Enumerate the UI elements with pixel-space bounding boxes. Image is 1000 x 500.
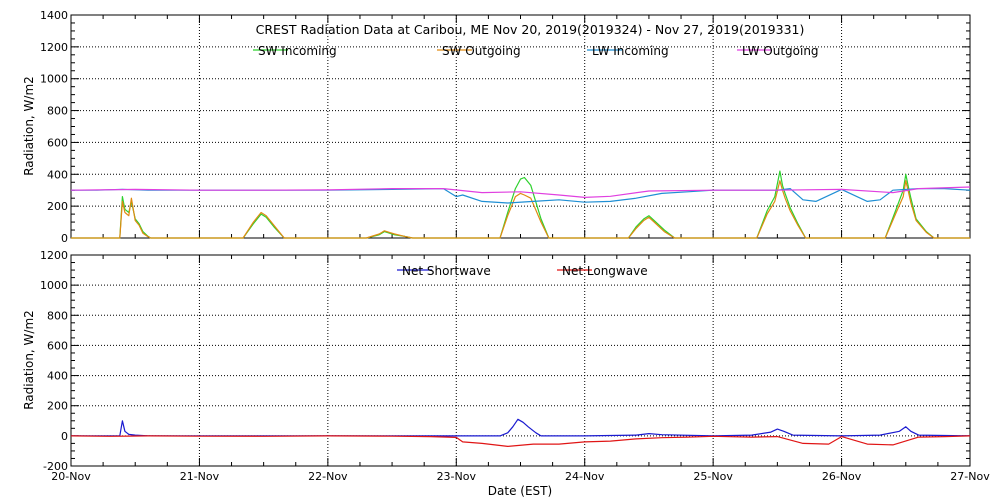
top-panel-legend: SW Incoming SW Outgoing LW Incoming LW Outg… xyxy=(253,44,819,58)
y-tick-label: 400 xyxy=(47,168,68,181)
x-tick-label: 27-Nov xyxy=(950,470,990,483)
legend-label-lw-outgoing: LW Outgoing xyxy=(742,44,819,58)
series-line-sw-outgoing xyxy=(71,180,970,239)
top-chart-title: CREST Radiation Data at Caribou, ME Nov … xyxy=(256,22,805,37)
series-line-lw-outgoing xyxy=(70,186,971,198)
y-tick-label: 0 xyxy=(61,430,68,443)
y-tick-label: 1400 xyxy=(40,9,68,22)
y-tick-label: 200 xyxy=(47,400,68,413)
legend-label-net-longwave: Net Longwave xyxy=(562,264,648,278)
legend-label-lw-incoming: LW Incoming xyxy=(592,44,669,58)
bottom-panel-series xyxy=(70,418,971,447)
y-tick-label: -200 xyxy=(43,460,68,473)
top-y-axis-title: Radiation, W/m2 xyxy=(22,76,36,176)
top-panel: 0 200 400 600 800 1000 1200 1400 CREST Radiatio… xyxy=(22,9,971,245)
x-tick-label: 25-Nov xyxy=(693,470,733,483)
x-tick-label: 22-Nov xyxy=(308,470,348,483)
y-tick-label: 600 xyxy=(47,136,68,149)
bottom-panel-legend: Net Shortwave Net Longwave xyxy=(397,264,648,278)
x-tick-label: 24-Nov xyxy=(565,470,605,483)
top-panel-grid xyxy=(71,15,970,238)
y-tick-label: 600 xyxy=(47,339,68,352)
legend-label-sw-outgoing: SW Outgoing xyxy=(442,44,521,58)
x-axis-title: Date (EST) xyxy=(488,484,552,498)
y-tick-label: 1200 xyxy=(40,41,68,54)
x-tick-label: 21-Nov xyxy=(180,470,220,483)
x-tick-label: 20-Nov xyxy=(51,470,91,483)
x-tick-label: 26-Nov xyxy=(822,470,862,483)
y-tick-label: 200 xyxy=(47,200,68,213)
x-axis-tick-labels: 20-Nov 21-Nov 22-Nov 23-Nov 24-Nov 25-Nov 26-N… xyxy=(51,470,990,483)
bottom-panel-grid xyxy=(71,255,970,466)
bottom-panel-ticks: -200 0 200 400 600 800 1000 1200 xyxy=(40,249,971,473)
y-tick-label: 800 xyxy=(47,105,68,118)
series-line-net-shortwave xyxy=(71,418,971,437)
y-tick-label: 1200 xyxy=(40,249,68,262)
y-tick-label: 1000 xyxy=(40,73,68,86)
y-tick-label: 800 xyxy=(47,309,68,322)
legend-label-net-shortwave: Net Shortwave xyxy=(402,264,491,278)
y-tick-label: 1000 xyxy=(40,279,68,292)
legend-label-sw-incoming: SW Incoming xyxy=(258,44,337,58)
y-tick-label: 0 xyxy=(61,232,68,245)
bottom-y-axis-title: Radiation, W/m2 xyxy=(22,310,36,410)
x-tick-label: 23-Nov xyxy=(437,470,477,483)
top-panel-series xyxy=(70,170,971,239)
series-line-net-longwave xyxy=(70,435,971,447)
series-line-sw-incoming xyxy=(71,170,970,239)
top-panel-ticks: 0 200 400 600 800 1000 1200 1400 xyxy=(40,9,971,245)
bottom-panel-frame xyxy=(70,254,971,467)
y-tick-label: 400 xyxy=(47,370,68,383)
